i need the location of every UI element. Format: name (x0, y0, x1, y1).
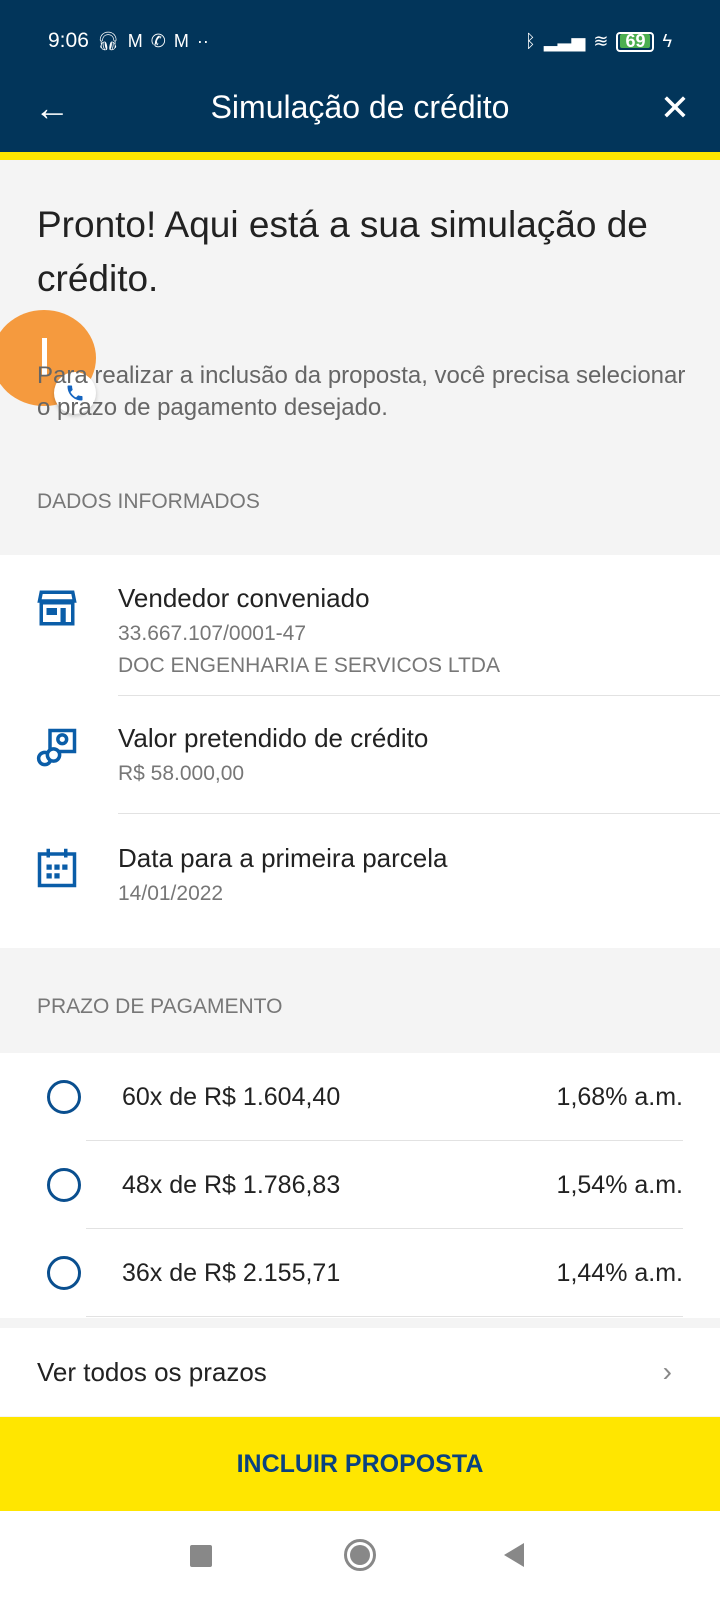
recent-apps-icon[interactable] (190, 1545, 212, 1567)
item-title: Vendedor conveniado (118, 583, 370, 613)
item-value: R$ 58.000,00 (118, 762, 245, 785)
gmail-icon: M (127, 31, 143, 51)
back-nav-icon[interactable] (504, 1543, 524, 1567)
headset-icon: 🎧︎ (96, 31, 120, 51)
see-all-terms-link[interactable]: Ver todos os prazos › (0, 1328, 720, 1416)
more-notifications-icon: ·· (196, 31, 209, 51)
wifi-icon: ≋ (593, 31, 609, 51)
bluetooth-icon: ᛒ (525, 31, 536, 51)
item-cnpj: 33.667.107/0001-47 (118, 622, 307, 645)
phone-icon[interactable] (54, 372, 96, 414)
gmail-icon: M (173, 31, 189, 51)
divider (86, 1140, 683, 1141)
option-rate: 1,68% a.m. (556, 1082, 683, 1111)
heading: Pronto! Aqui está a sua simulação de cré… (37, 204, 648, 299)
accent-stripe (0, 152, 720, 160)
divider (118, 695, 720, 696)
section-label-payment: PRAZO DE PAGAMENTO (37, 995, 283, 1018)
store-icon (37, 590, 77, 626)
divider (86, 1316, 683, 1317)
payment-option-48x[interactable]: 48x de R$ 1.786,83 1,54% a.m. (0, 1141, 720, 1229)
signal-icon: ▂▃▅ (543, 31, 586, 51)
calendar-icon (37, 848, 77, 888)
status-time: 9:06 (48, 29, 89, 52)
system-nav-bar (0, 1511, 720, 1600)
payment-option-60x[interactable]: 60x de R$ 1.604,40 1,68% a.m. (0, 1053, 720, 1141)
radio-button[interactable] (47, 1256, 81, 1290)
list-item-vendor: Vendedor conveniado 33.667.107/0001-47 D… (0, 583, 720, 678)
list-item-amount: Valor pretendido de crédito R$ 58.000,00 (0, 723, 720, 786)
home-icon[interactable] (344, 1539, 376, 1571)
payment-options: 60x de R$ 1.604,40 1,68% a.m. 48x de R$ … (0, 1053, 720, 1318)
option-rate: 1,54% a.m. (556, 1170, 683, 1199)
divider (86, 1228, 683, 1229)
money-icon (36, 728, 77, 767)
item-company: DOC ENGENHARIA E SERVICOS LTDA (118, 654, 500, 677)
app-bar: ← Simulação de crédito ✕ (0, 75, 720, 140)
item-title: Valor pretendido de crédito (118, 723, 429, 753)
radio-button[interactable] (47, 1168, 81, 1202)
submit-proposal-button[interactable]: INCLUIR PROPOSTA (0, 1417, 720, 1511)
option-label: 48x de R$ 1.786,83 (122, 1170, 341, 1199)
floating-chat-bubble[interactable] (0, 310, 96, 406)
list-item-date: Data para a primeira parcela 14/01/2022 (0, 843, 720, 906)
close-icon[interactable]: ✕ (659, 86, 690, 128)
option-rate: 1,44% a.m. (556, 1258, 683, 1287)
call-icon: ✆ (150, 31, 166, 51)
option-label: 60x de R$ 1.604,40 (122, 1082, 341, 1111)
radio-button[interactable] (47, 1080, 81, 1114)
item-title: Data para a primeira parcela (118, 843, 448, 873)
battery-icon: 69 (616, 32, 655, 52)
payment-option-36x[interactable]: 36x de R$ 2.155,71 1,44% a.m. (0, 1229, 720, 1317)
top-bar: 9:06 🎧︎ M ✆ M ·· ᛒ ▂▃▅ ≋ 69 ϟ ← Simulação de créd… (0, 0, 720, 152)
divider (118, 813, 720, 814)
charging-icon: ϟ (662, 31, 672, 51)
chevron-right-icon: › (662, 1356, 672, 1387)
status-bar: 9:06 🎧︎ M ✆ M ·· ᛒ ▂▃▅ ≋ 69 ϟ (48, 26, 672, 56)
option-label: 36x de R$ 2.155,71 (122, 1258, 341, 1287)
subtitle: Para realizar a inclusão da proposta, vo… (37, 362, 686, 421)
item-value: 14/01/2022 (118, 882, 224, 905)
section-label-data: DADOS INFORMADOS (37, 490, 260, 513)
back-arrow-icon[interactable]: ← (34, 86, 70, 128)
data-card: Vendedor conveniado 33.667.107/0001-47 D… (0, 555, 720, 948)
page-title: Simulação de crédito (210, 89, 510, 125)
see-all-label: Ver todos os prazos (37, 1356, 267, 1387)
